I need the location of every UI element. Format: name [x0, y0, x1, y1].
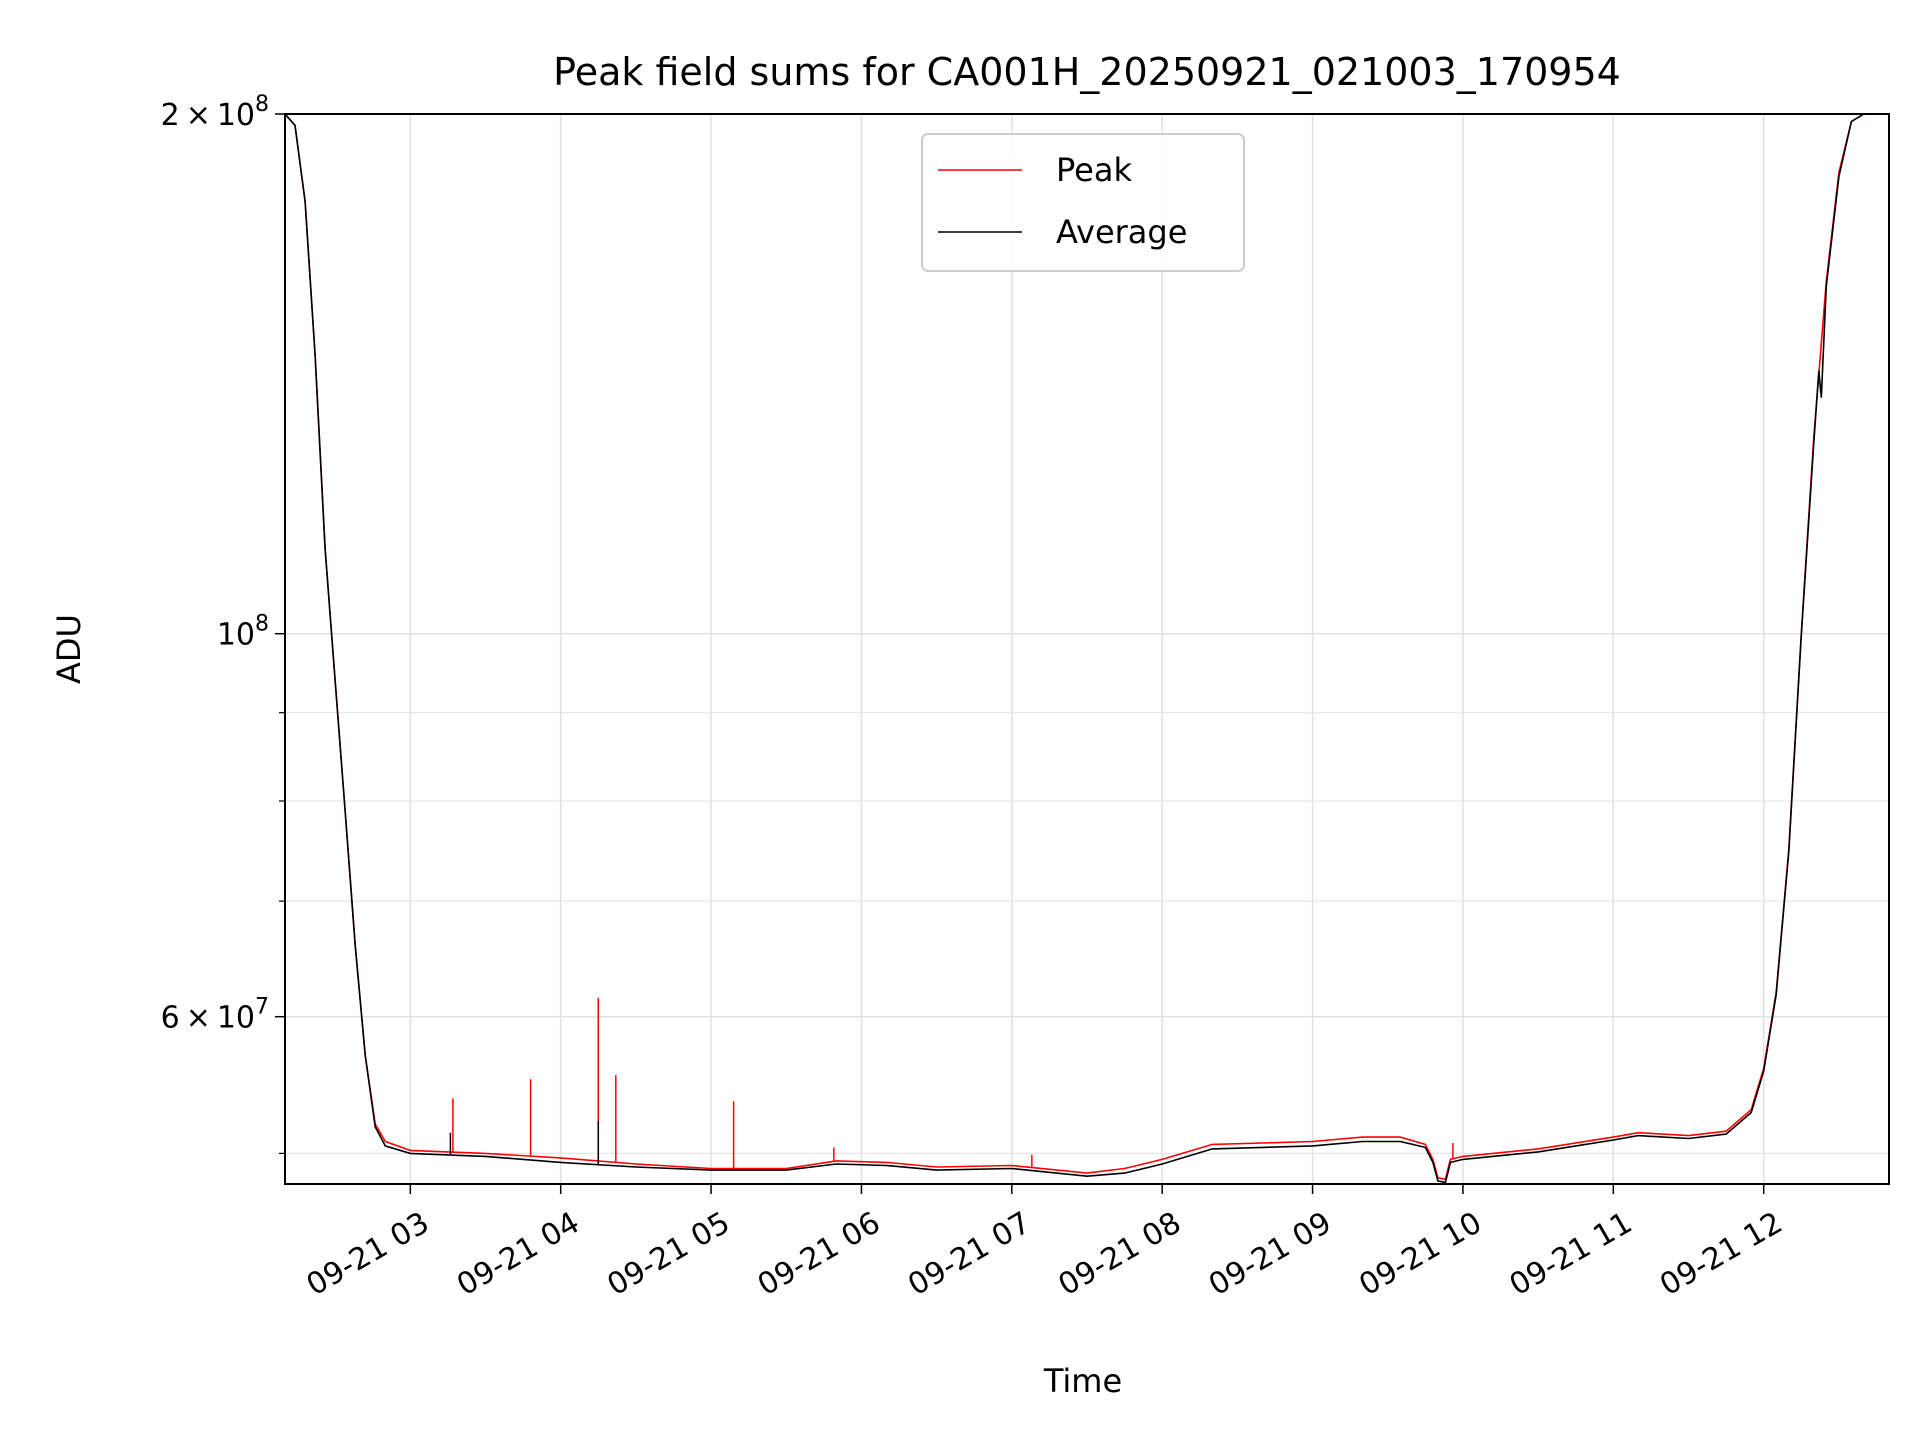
y-tick-label: 108: [217, 612, 269, 653]
plot-frame: [284, 113, 1890, 1185]
y-tick-label: 2 × 108: [161, 92, 269, 133]
x-axis-label: Time: [1043, 1362, 1122, 1400]
series-layer: [285, 114, 1865, 1184]
legend-label-peak: Peak: [1056, 151, 1132, 189]
y-tick-label: 6 × 107: [161, 995, 269, 1036]
series-line-average: [285, 114, 1865, 1184]
y-axis-label: ADU: [50, 614, 88, 684]
chart-title: Peak field sums for CA001H_20250921_0210…: [553, 50, 1621, 94]
legend-box: [921, 133, 1245, 272]
legend: Peak Average: [921, 133, 1245, 272]
legend-label-average: Average: [1056, 213, 1187, 251]
